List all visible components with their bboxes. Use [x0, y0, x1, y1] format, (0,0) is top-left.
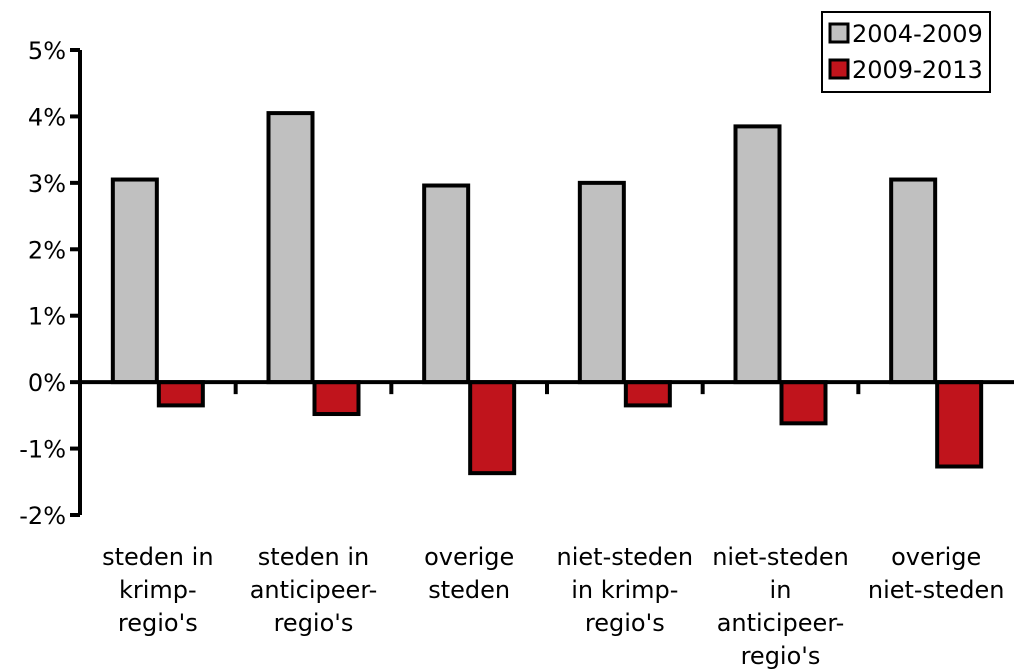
y-tick-label: 0% — [28, 369, 66, 397]
y-tick-label: -2% — [19, 502, 66, 530]
bar-2009-2013-5 — [935, 380, 984, 469]
bar-2009-2013-2 — [468, 380, 517, 476]
x-category-label: in krimp- — [571, 576, 678, 604]
bar-2004-2009-0 — [110, 177, 159, 385]
y-tick-label: 5% — [28, 37, 66, 65]
legend-label: 2004-2009 — [852, 20, 983, 48]
x-category-label: niet-steden — [712, 543, 849, 571]
y-tick-label: 3% — [28, 170, 66, 198]
bar-2009-2013-1 — [312, 380, 361, 417]
legend-swatch-2009-2013 — [828, 58, 850, 80]
x-category-label: steden — [428, 576, 510, 604]
x-category-label: anticipeer- — [250, 576, 378, 604]
y-tick-label: 2% — [28, 236, 66, 264]
x-category-label: overige — [424, 543, 514, 571]
bar-2004-2009-5 — [889, 177, 938, 385]
legend-swatch-2004-2009 — [828, 22, 850, 44]
bar-2009-2013-0 — [156, 380, 205, 408]
y-tick-label: 4% — [28, 103, 66, 131]
bar-2004-2009-4 — [733, 124, 782, 385]
y-tick-label: 1% — [28, 303, 66, 331]
y-tick-label: -1% — [19, 436, 66, 464]
bar-2009-2013-4 — [779, 380, 828, 426]
x-category-label: regio's — [741, 642, 821, 670]
bar-2004-2009-3 — [577, 180, 626, 385]
x-category-label: regio's — [118, 609, 198, 637]
bars — [110, 111, 984, 476]
bar-2004-2009-1 — [266, 111, 315, 385]
x-category-label: in — [770, 576, 792, 604]
x-category-label: regio's — [585, 609, 665, 637]
x-axis: steden in krimp-regio's steden in anticipee… — [80, 380, 1014, 670]
bar-2004-2009-2 — [422, 183, 471, 385]
x-category-label: krimp- — [119, 576, 197, 604]
x-category-label: niet-steden — [868, 576, 1005, 604]
legend-box — [821, 11, 991, 93]
bar-2009-2013-3 — [623, 380, 672, 408]
x-category-label: steden in — [258, 543, 369, 571]
x-category-label: regio's — [274, 609, 354, 637]
x-category-label: overige — [891, 543, 981, 571]
y-axis: -2% -1% 0% 1% 2% 3% 4% 5% — [19, 37, 82, 530]
x-category-label: steden in — [102, 543, 213, 571]
legend: 2004-2009 2009-2013 — [821, 11, 991, 93]
x-category-label: niet-steden — [557, 543, 694, 571]
x-category-label: anticipeer- — [717, 609, 845, 637]
legend-label: 2009-2013 — [852, 56, 983, 84]
